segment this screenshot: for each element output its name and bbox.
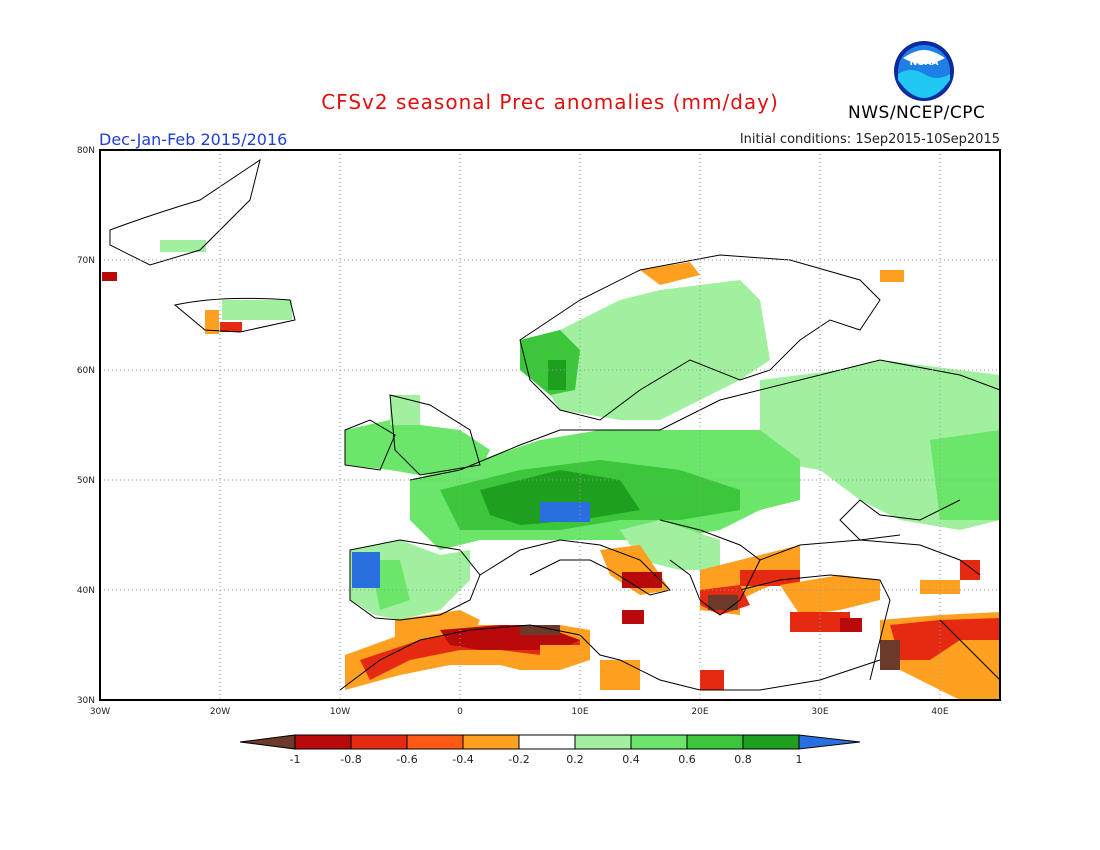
colorbar-segment (574, 734, 632, 750)
colorbar-label: -0.4 (452, 753, 473, 766)
colorbar-label: 0.2 (566, 753, 584, 766)
forecast-period: Dec-Jan-Feb 2015/2016 (99, 130, 288, 149)
colorbar-segment (518, 734, 576, 750)
colorbar: -1 -0.8 -0.6 -0.4 -0.2 0.2 0.4 0.6 0.8 1 (239, 734, 861, 766)
lat-tick: 60N (77, 366, 95, 376)
colorbar-label: -0.6 (396, 753, 417, 766)
lat-tick: 50N (77, 476, 95, 486)
map-title: CFSv2 seasonal Prec anomalies (mm/day) (321, 90, 779, 114)
lon-tick: 10E (571, 707, 588, 717)
colorbar-segment (406, 734, 464, 750)
lon-tick: 10W (330, 707, 350, 717)
colorbar-segment (462, 734, 520, 750)
lat-tick: 40N (77, 586, 95, 596)
colorbar-label: 0.4 (622, 753, 640, 766)
colorbar-label: 1 (796, 753, 803, 766)
colorbar-label: -0.8 (340, 753, 361, 766)
agency-label: NWS/NCEP/CPC (848, 103, 986, 123)
lon-tick: 30W (90, 707, 110, 717)
lat-tick: 80N (77, 146, 95, 156)
logo-text: NOAA (910, 58, 939, 68)
colorbar-segment (742, 734, 800, 750)
colorbar-segment (630, 734, 688, 750)
lat-tick: 30N (77, 696, 95, 706)
colorbar-segment (350, 734, 408, 750)
colorbar-under-arrow (239, 734, 296, 750)
lat-tick: 70N (77, 256, 95, 266)
colorbar-segment (686, 734, 744, 750)
coastlines (109, 158, 1001, 691)
map-frame (99, 149, 1001, 701)
noaa-logo: NOAA (894, 41, 954, 101)
initial-conditions: Initial conditions: 1Sep2015-10Sep2015 (739, 132, 1000, 147)
lon-tick: 20W (210, 707, 230, 717)
lon-tick: 0 (457, 707, 463, 717)
lat-tick-labels: 80N 70N 60N 50N 40N 30N (77, 146, 95, 706)
lon-tick-labels: 30W 20W 10W 0 10E 20E 30E 40E (90, 707, 949, 717)
colorbar-label: 0.8 (734, 753, 752, 766)
anomaly-cells (102, 240, 1000, 700)
colorbar-label: -0.2 (508, 753, 529, 766)
colorbar-label: -1 (290, 753, 301, 766)
lon-tick: 40E (931, 707, 948, 717)
colorbar-over-arrow (798, 734, 861, 750)
lon-tick: 20E (691, 707, 708, 717)
lon-tick: 30E (811, 707, 828, 717)
colorbar-label: 0.6 (678, 753, 696, 766)
colorbar-segment (294, 734, 352, 750)
